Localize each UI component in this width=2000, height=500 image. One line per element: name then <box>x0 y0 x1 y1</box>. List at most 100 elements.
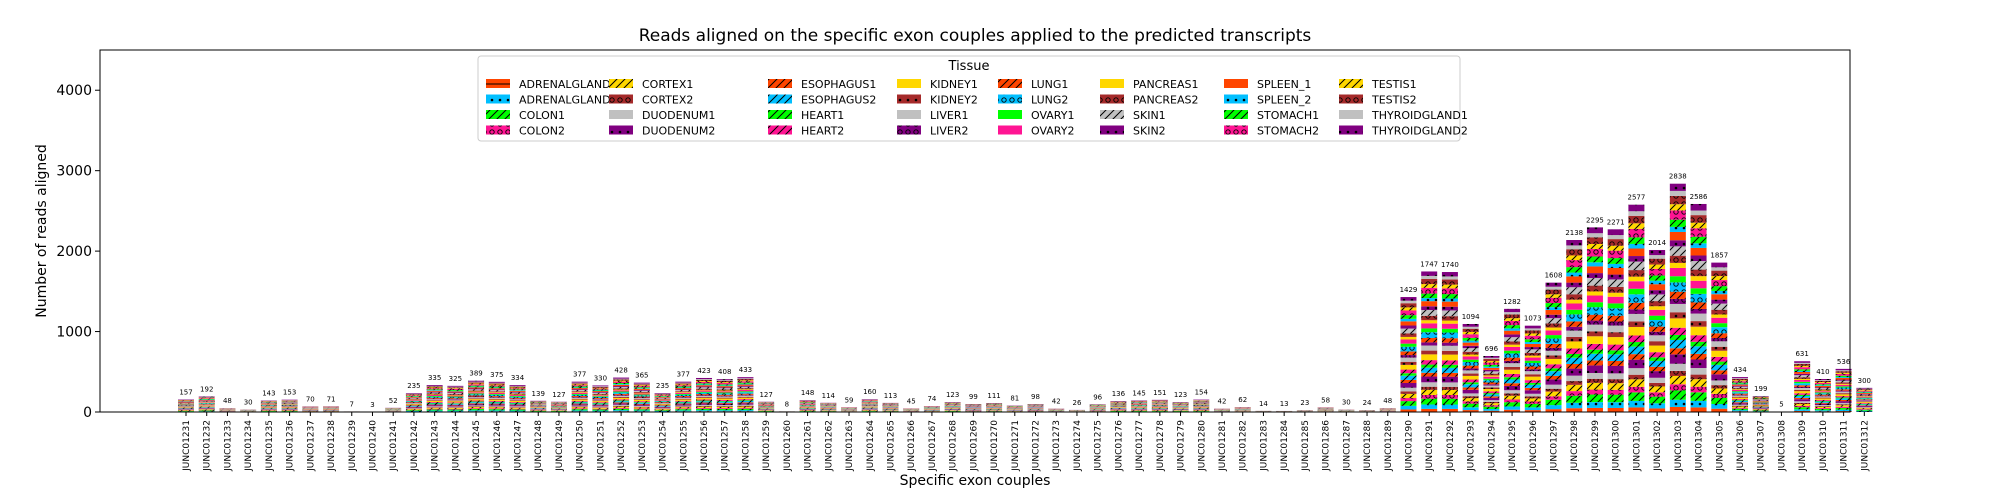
bar-segment <box>1856 395 1873 397</box>
bar-segment <box>675 389 692 390</box>
bar-segment <box>696 405 712 407</box>
bar-segment <box>592 409 609 411</box>
bar-segment <box>1711 294 1728 300</box>
bar-stack <box>737 377 754 412</box>
bar-segment <box>1732 382 1748 384</box>
bar-segment <box>426 406 443 408</box>
bar-segment <box>1690 359 1707 369</box>
bar-segment <box>1856 387 1873 389</box>
bar-stack <box>944 402 961 412</box>
bar-segment <box>592 395 609 397</box>
bar-segment <box>198 402 215 403</box>
bar-segment <box>1856 388 1873 390</box>
bar-segment <box>405 400 422 401</box>
bar-segment <box>1441 310 1458 317</box>
bar-segment <box>1441 389 1458 396</box>
bar-segment <box>1835 389 1852 391</box>
bar-segment <box>1524 390 1541 394</box>
bar-total-label: 48 <box>223 397 232 405</box>
x-tick-label: JUNC01268 <box>949 420 959 472</box>
bar-total-label: 2586 <box>1690 193 1708 201</box>
bar-segment <box>468 392 485 394</box>
bar-total-label: 23 <box>1300 399 1309 407</box>
bar-segment <box>592 407 609 408</box>
bar-segment <box>1462 401 1479 404</box>
bar-segment <box>1814 390 1831 392</box>
bar-segment <box>737 386 754 389</box>
bar-segment <box>1421 287 1438 294</box>
bar-segment <box>1400 409 1417 412</box>
bar-segment <box>1462 359 1479 363</box>
bar-segment <box>654 401 671 403</box>
bar-segment <box>654 406 671 407</box>
bar-segment <box>1586 248 1603 257</box>
bar-segment <box>447 386 464 388</box>
bar-segment <box>1566 249 1583 256</box>
bar-segment <box>1545 318 1562 324</box>
bar-segment <box>1607 229 1624 236</box>
bar-segment <box>1483 385 1500 388</box>
bar-segment <box>1504 406 1521 410</box>
bar-total-label: 434 <box>1733 366 1747 374</box>
bar-segment <box>1835 380 1852 383</box>
bar-segment <box>488 391 505 393</box>
bar-segment <box>1566 287 1583 295</box>
bar-segment <box>1794 387 1811 390</box>
bar-total-label: 192 <box>200 386 213 394</box>
bar-segment <box>633 408 650 410</box>
bar-segment <box>716 385 733 387</box>
bar-segment <box>1607 337 1624 345</box>
legend-entry-label: DUODENUM1 <box>642 109 715 122</box>
bar-segment <box>1690 203 1707 211</box>
x-tick-label: JUNC01256 <box>700 420 710 472</box>
bar-segment <box>1814 385 1831 386</box>
bar-segment <box>1504 337 1521 342</box>
bar-segment <box>1856 397 1873 399</box>
bar-segment <box>1524 410 1541 412</box>
bar-segment <box>509 397 526 399</box>
x-tick-label: JUNC01270 <box>990 420 1000 472</box>
bar-segment <box>716 383 733 385</box>
bar-total-label: 2138 <box>1565 229 1583 237</box>
bar-segment <box>1421 376 1438 383</box>
bar-segment <box>1628 248 1645 257</box>
bar-segment <box>1649 396 1666 404</box>
bar-total-label: 98 <box>1031 393 1040 401</box>
bar-segment <box>654 402 671 403</box>
x-tick-label: JUNC01246 <box>493 420 503 472</box>
bar-segment <box>1814 408 1831 411</box>
bar-total-label: 45 <box>907 397 916 405</box>
bar-segment <box>1193 408 1210 410</box>
bar-segment <box>1524 349 1541 353</box>
bar-segment <box>1545 405 1562 410</box>
bar-segment <box>1566 255 1583 261</box>
bar-segment <box>613 405 630 407</box>
bar-total-label: 408 <box>718 368 731 376</box>
legend-box <box>477 55 1461 142</box>
bar-segment <box>571 391 588 393</box>
bar-segment <box>447 391 464 393</box>
x-tick-label: JUNC01292 <box>1446 420 1456 472</box>
bar-segment <box>592 388 609 390</box>
bar-segment <box>1794 369 1811 371</box>
bar-segment <box>509 409 526 411</box>
legend-swatch <box>768 110 792 119</box>
bar-segment <box>716 386 733 388</box>
bar-segment <box>509 396 526 398</box>
bar-segment <box>592 403 609 405</box>
bar-segment <box>488 392 505 395</box>
bar-segment <box>1441 398 1458 405</box>
bar-segment <box>488 409 505 411</box>
bar-segment <box>654 397 671 398</box>
bar-segment <box>675 408 692 410</box>
x-tick-label: JUNC01278 <box>1156 420 1166 472</box>
bar-segment <box>447 399 464 400</box>
bar-segment <box>1628 374 1645 380</box>
bar-segment <box>1441 395 1458 399</box>
bar-segment <box>1794 373 1811 376</box>
bar-segment <box>1483 366 1500 368</box>
bar-segment <box>1607 373 1624 380</box>
bar-segment <box>592 396 609 399</box>
bar-segment <box>1649 315 1666 321</box>
bar-segment <box>1400 307 1417 311</box>
